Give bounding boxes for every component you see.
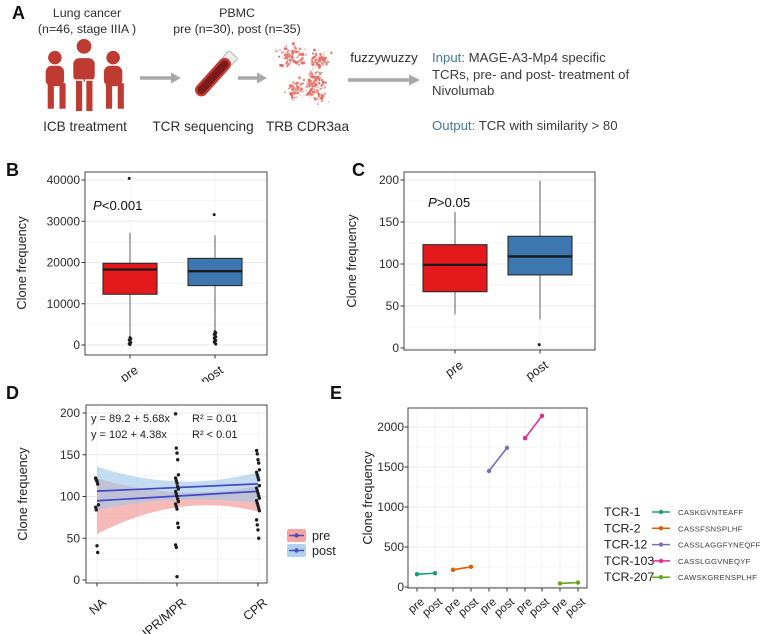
- input-text: Input: MAGE-A3-Mp4 specific TCRs, pre- a…: [432, 50, 646, 100]
- svg-text:200: 200: [60, 406, 80, 420]
- svg-text:R² = 0.01: R² = 0.01: [192, 413, 238, 425]
- arrow-right-icon: [238, 72, 267, 84]
- pbmc-line2: pre (n=30), post (n=35): [173, 22, 301, 37]
- trb-caption: TRB CDR3aa: [265, 119, 350, 134]
- svg-text:TCR-103: TCR-103: [604, 554, 654, 568]
- svg-text:10000: 10000: [47, 297, 81, 311]
- arrow-right-icon: [140, 72, 181, 84]
- tcr-seq-caption: TCR sequencing: [152, 119, 254, 134]
- pbmc-header: PBMC pre (n=30), post (n=35): [148, 5, 326, 37]
- svg-text:post: post: [198, 363, 226, 382]
- boxplot-clone-frequency-low: pre post 0 50 100 150 200 Clone frequency P>0.05: [344, 171, 596, 382]
- svg-text:post: post: [312, 544, 336, 558]
- cohort-line1: Lung cancer: [52, 6, 122, 20]
- arrow-right-icon: [348, 74, 420, 86]
- svg-text:CASKGVNTEAFF: CASKGVNTEAFF: [678, 508, 744, 517]
- svg-text:CASSLGGVNEQYF: CASSLGGVNEQYF: [678, 557, 751, 566]
- svg-text:CPR: CPR: [241, 596, 270, 624]
- svg-text:50: 50: [386, 299, 400, 313]
- svg-text:40000: 40000: [47, 173, 81, 187]
- svg-text:pre: pre: [443, 358, 466, 380]
- boxplot-clone-frequency-high: pre post 0 10000 20000 30000 40000 Clone freque…: [14, 171, 268, 382]
- svg-text:20000: 20000: [47, 256, 81, 270]
- fuzzywuzzy-label: fuzzywuzzy: [350, 50, 418, 65]
- cohort-line2: (n=46, stage IIIA ): [37, 22, 137, 37]
- output-body: TCR with similarity > 80: [475, 118, 618, 133]
- svg-text:500: 500: [384, 540, 404, 554]
- svg-text:pre: pre: [118, 363, 141, 382]
- svg-text:IPR/MPR: IPR/MPR: [140, 596, 189, 634]
- svg-text:150: 150: [379, 215, 399, 229]
- test-tube-icon: [195, 50, 238, 97]
- svg-text:Clone frequency: Clone frequency: [344, 214, 359, 308]
- svg-text:30000: 30000: [47, 214, 81, 228]
- svg-text:Clone frequency: Clone frequency: [360, 451, 375, 545]
- svg-text:1500: 1500: [377, 460, 404, 474]
- svg-text:post: post: [523, 358, 551, 382]
- svg-text:y = 89.2 + 5.68x: y = 89.2 + 5.68x: [91, 413, 170, 425]
- panel-d-label: D: [6, 383, 19, 403]
- svg-text:Clone frequency: Clone frequency: [14, 216, 29, 310]
- panel-e-label: E: [330, 383, 343, 403]
- svg-text:0: 0: [397, 580, 404, 594]
- panel-c-label: C: [352, 160, 365, 180]
- svg-text:y = 102 + 4.38x: y = 102 + 4.38x: [91, 429, 167, 441]
- svg-text:NA: NA: [87, 595, 110, 617]
- svg-text:50: 50: [67, 531, 81, 545]
- svg-text:0: 0: [73, 338, 80, 352]
- icb-caption: ICB treatment: [43, 119, 127, 134]
- panel-a-label: A: [12, 3, 25, 23]
- svg-text:TCR-2: TCR-2: [604, 521, 641, 535]
- panel-b-label: B: [6, 160, 19, 180]
- svg-text:0: 0: [73, 573, 80, 587]
- svg-text:150: 150: [60, 448, 80, 462]
- tsne-blob-icon: [275, 42, 333, 106]
- input-body: MAGE-A3-Mp4 specific TCRs, pre- and post…: [432, 50, 630, 98]
- cohort-header: Lung cancer (n=46, stage IIIA ): [22, 5, 152, 37]
- svg-text:Clone frequency: Clone frequency: [15, 447, 30, 541]
- svg-text:TCR-12: TCR-12: [604, 538, 647, 552]
- input-label: Input:: [432, 50, 465, 65]
- svg-text:TCR-1: TCR-1: [604, 505, 641, 519]
- svg-text:100: 100: [60, 490, 80, 504]
- svg-text:0: 0: [392, 341, 399, 355]
- svg-text:CASSLAGGFYNEQFF: CASSLAGGFYNEQFF: [678, 541, 761, 550]
- regression-scatter-plot: NA IPR/MPR CPR y = 89.2 + 5.68x R² = 0.01 y =…: [15, 404, 336, 634]
- svg-text:post: post: [563, 595, 589, 620]
- output-text: Output: TCR with similarity > 80: [432, 118, 712, 135]
- svg-text:TCR-207: TCR-207: [604, 570, 654, 584]
- pbmc-line1: PBMC: [219, 6, 255, 20]
- svg-text:pre: pre: [312, 529, 330, 543]
- svg-text:R² < 0.01: R² < 0.01: [192, 429, 238, 441]
- patients-icon: [45, 36, 124, 113]
- svg-text:1000: 1000: [377, 500, 404, 514]
- svg-text:P<0.001: P<0.001: [93, 198, 143, 213]
- output-label: Output:: [432, 118, 476, 133]
- svg-text:200: 200: [379, 173, 399, 187]
- tcr-slope-plot: prepostprepostprepostprepostprepost05001…: [360, 407, 761, 620]
- svg-text:100: 100: [379, 257, 399, 271]
- svg-text:2000: 2000: [377, 420, 404, 434]
- svg-text:CAWSKGRENSPLHF: CAWSKGRENSPLHF: [678, 573, 757, 582]
- svg-text:CASSFSNSPLHF: CASSFSNSPLHF: [678, 524, 743, 533]
- svg-text:P>0.05: P>0.05: [428, 195, 470, 210]
